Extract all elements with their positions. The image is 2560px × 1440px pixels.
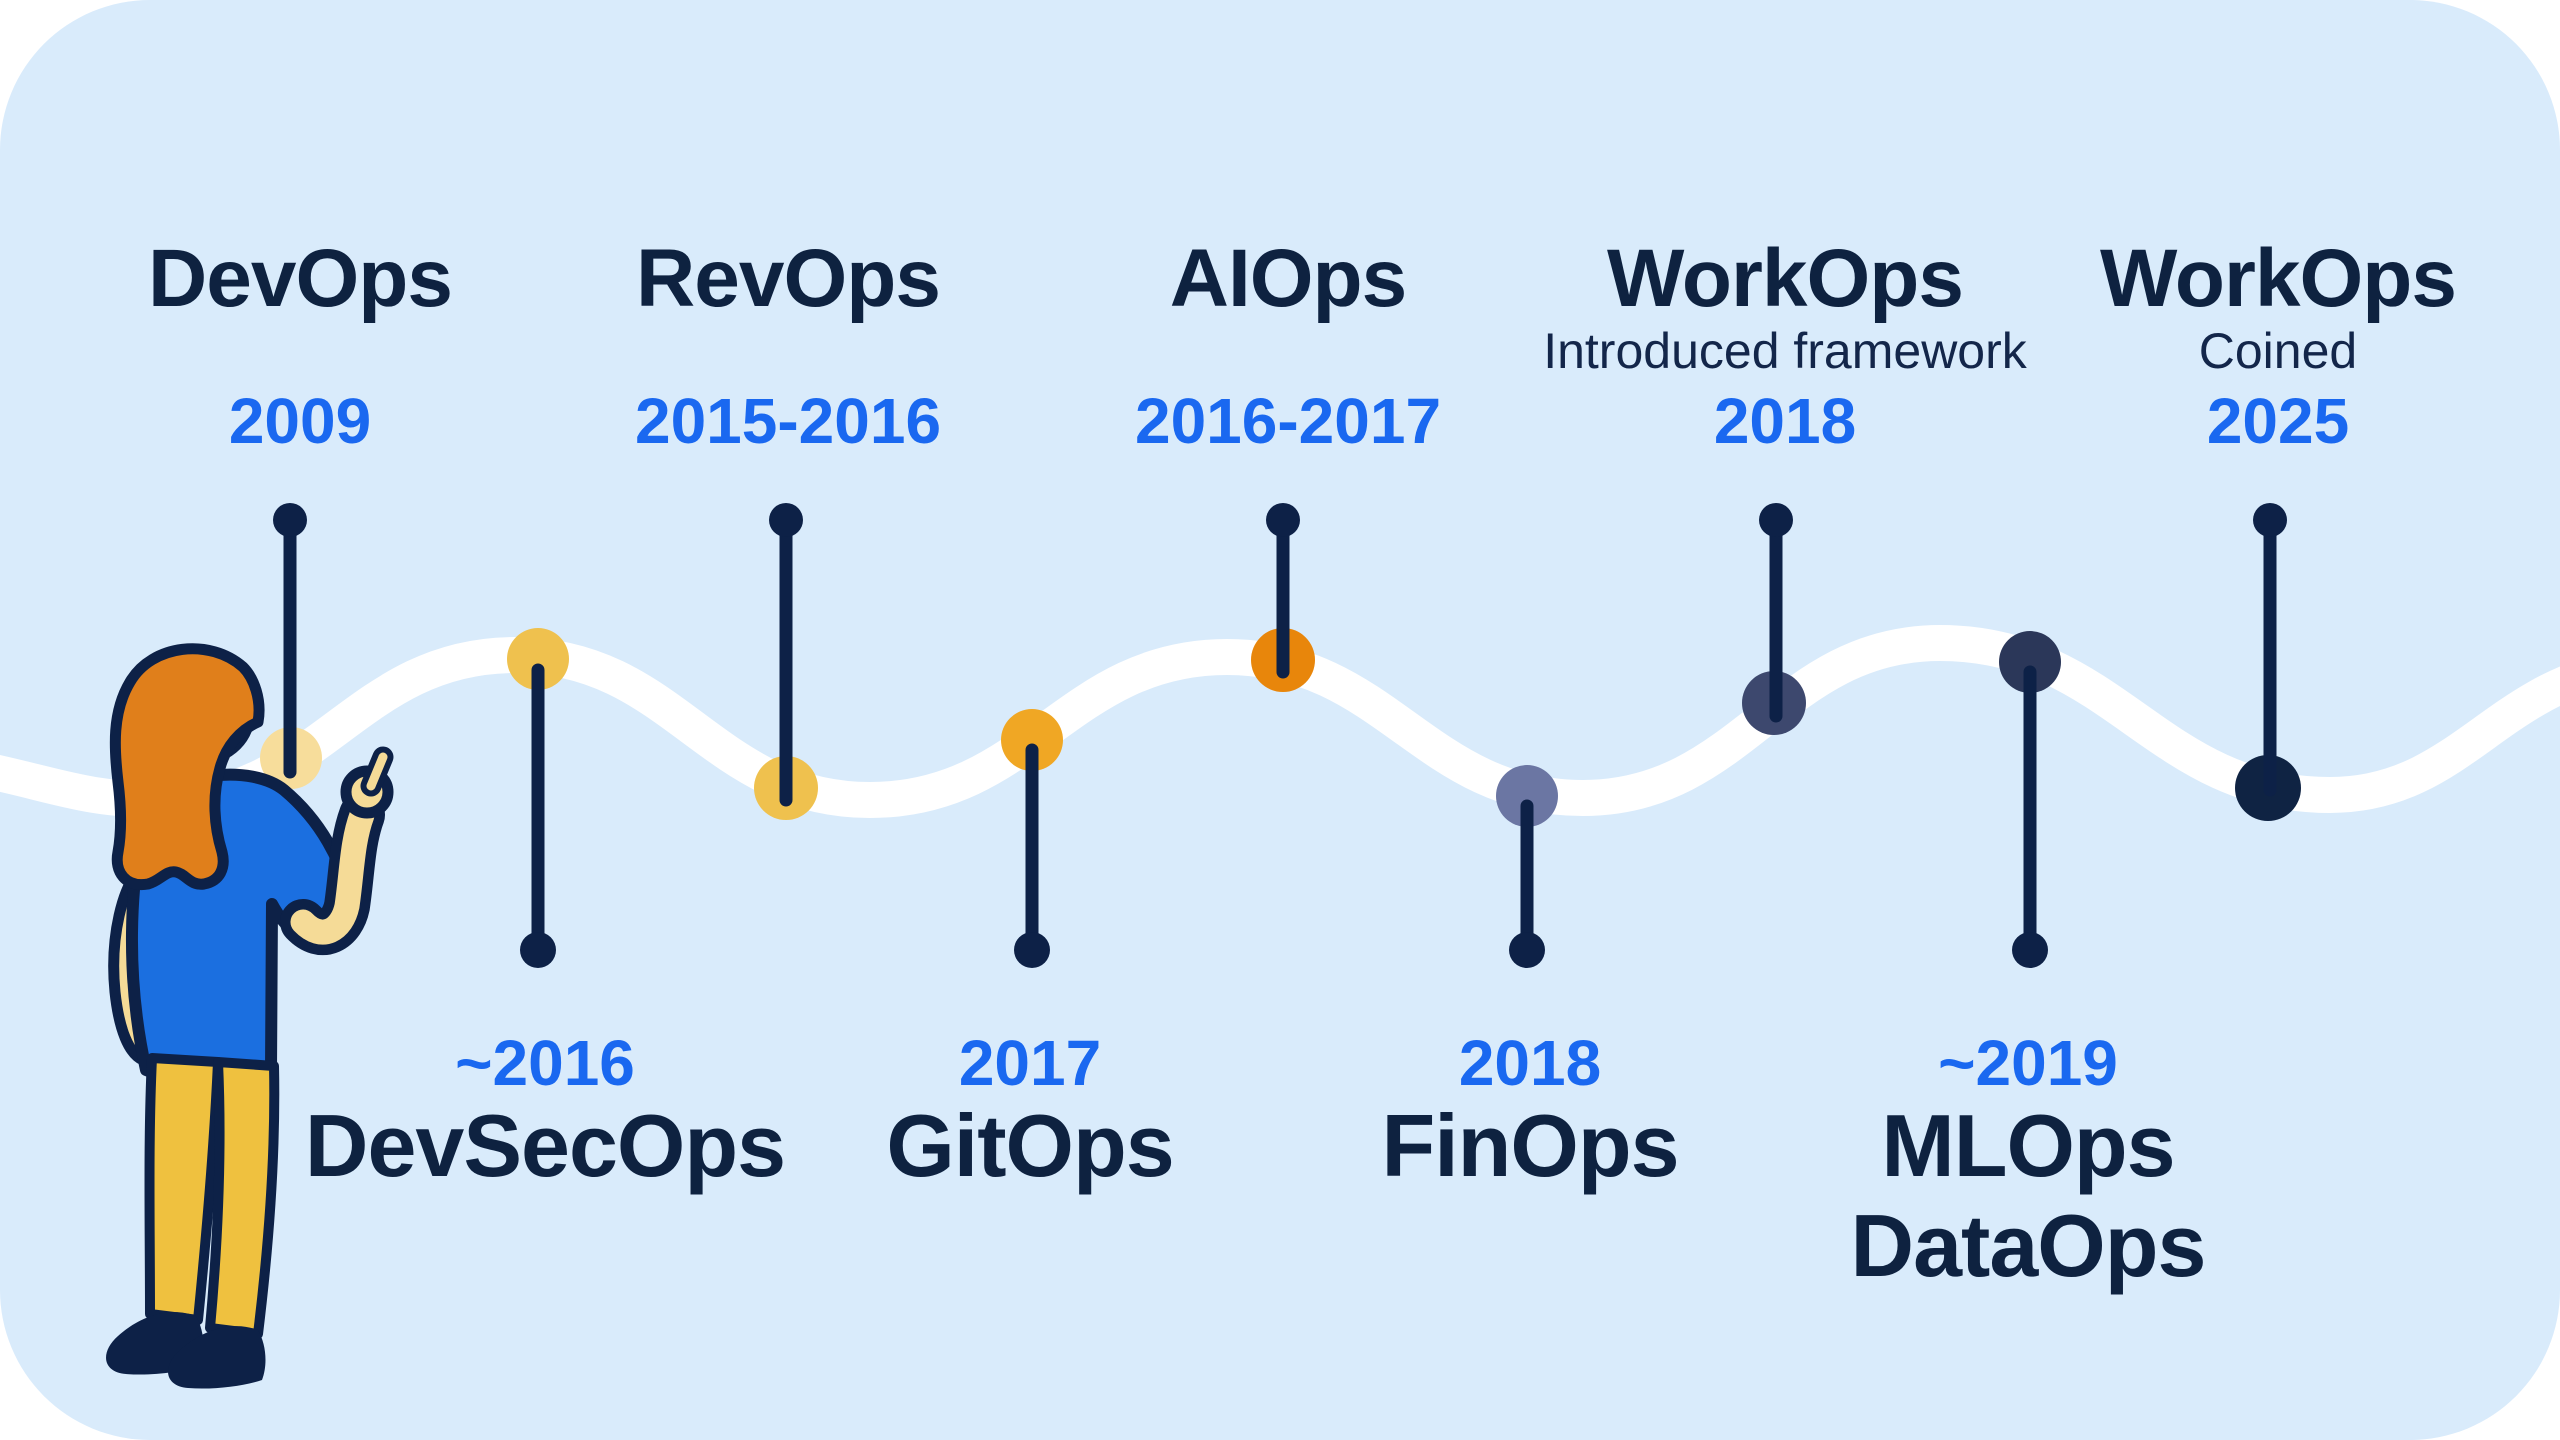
workops-framework-year: 2018 <box>1713 385 1857 457</box>
workops-framework-title: WorkOps <box>1607 233 1964 324</box>
mlops-year: ~2019 <box>1938 1027 2118 1099</box>
dataops-title: DataOps <box>1850 1196 2207 1295</box>
devops-title: DevOps <box>148 233 453 324</box>
devops-year: 2009 <box>228 385 372 457</box>
aiops-stem <box>1266 503 1300 679</box>
gitops-year: 2017 <box>958 1027 1102 1099</box>
person-illustration <box>106 643 394 1389</box>
finops-marker-circle <box>1496 765 1558 827</box>
person-shoe-right <box>168 1326 266 1389</box>
finops-year: 2018 <box>1458 1027 1602 1099</box>
devsecops-stem <box>520 663 556 968</box>
gitops-title: GitOps <box>886 1096 1174 1195</box>
mlops-marker-circle <box>1999 631 2061 693</box>
finops-title: FinOps <box>1381 1096 1679 1195</box>
mlops-title: MLOps <box>1881 1096 2175 1195</box>
aiops-title: AIOps <box>1169 233 1407 324</box>
revops-stem <box>769 503 803 807</box>
workops-coined-title: WorkOps <box>2100 233 2457 324</box>
devsecops-year: ~2016 <box>455 1027 635 1099</box>
aiops-year: 2016-2017 <box>1134 385 1442 457</box>
workops-framework-stem <box>1759 503 1793 723</box>
revops-year: 2015-2016 <box>634 385 942 457</box>
gitops-marker-circle <box>1001 709 1063 771</box>
person-forearm <box>290 802 375 945</box>
person-finger <box>366 752 388 791</box>
workops-framework-subtitle: Introduced framework <box>1543 323 2027 379</box>
gitops-stem <box>1014 743 1050 968</box>
workops-coined-stem <box>2253 503 2287 797</box>
revops-title: RevOps <box>636 233 941 324</box>
devsecops-marker-circle <box>507 628 569 690</box>
person-hair <box>109 643 265 891</box>
mlops-stem <box>2012 665 2048 968</box>
workops-coined-year: 2025 <box>2206 385 2350 457</box>
devsecops-title: DevSecOps <box>304 1096 786 1195</box>
devops-stem <box>273 503 307 779</box>
workops-coined-subtitle: Coined <box>2198 323 2358 379</box>
finops-stem <box>1509 799 1545 968</box>
person-leg-left <box>144 1053 223 1325</box>
